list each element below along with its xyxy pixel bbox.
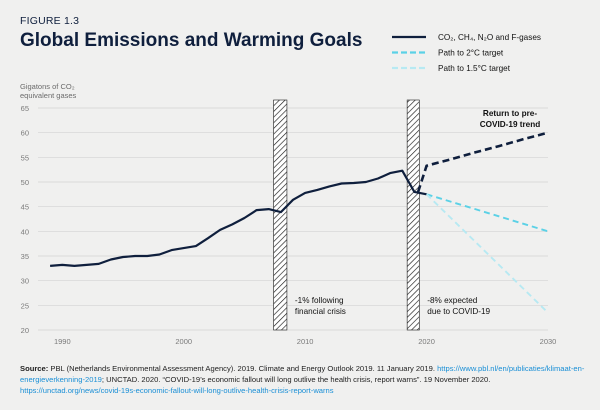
x-tick-label: 1990	[54, 337, 71, 346]
trend-annotation: COVID-19 trend	[480, 120, 541, 129]
source-link-2[interactable]: https://unctad.org/news/covid-19s-econom…	[20, 386, 334, 395]
source-note: Source: PBL (Netherlands Environmental A…	[20, 363, 585, 396]
y-axis-label-line-1: Gigatons of CO₂	[20, 82, 75, 91]
series-line	[426, 193, 549, 233]
figure-label: FIGURE 1.3	[20, 15, 80, 27]
period-annotation: due to COVID-19	[427, 307, 490, 316]
series-line	[50, 169, 427, 267]
x-tick-label: 2000	[175, 337, 192, 346]
y-tick-label: 45	[21, 203, 29, 212]
hatched-period	[273, 99, 288, 331]
period-annotation: financial crisis	[295, 307, 346, 316]
y-tick-label: 30	[21, 277, 29, 286]
source-text-2: ; UNCTAD. 2020. “COVID-19’s economic fal…	[101, 375, 491, 384]
legend-label: Path to 2°C target	[438, 49, 504, 58]
source-label: Source:	[20, 364, 49, 373]
y-tick-label: 65	[21, 104, 29, 113]
y-tick-label: 20	[21, 326, 29, 335]
period-annotation: -8% expected	[427, 296, 478, 305]
y-axis-label-line-2: equivalent gases	[20, 91, 77, 100]
period-annotation: -1% following	[295, 296, 344, 305]
x-tick-label: 2030	[540, 337, 557, 346]
chart-title: Global Emissions and Warming Goals	[20, 30, 363, 51]
emissions-chart: 20 25 30 35 40 45 50 55 60 65 1990 2000 2010 2020 2030…	[21, 33, 557, 346]
series-line	[425, 193, 549, 314]
y-axis-label: Gigatons of CO₂ equivalent gases	[20, 82, 100, 100]
y-tick-label: 55	[21, 153, 29, 162]
trend-annotation: Return to pre-	[483, 109, 537, 118]
x-tick-label: 2010	[297, 337, 314, 346]
y-tick-label: 35	[21, 252, 29, 261]
series-line	[416, 131, 549, 193]
y-tick-label: 40	[21, 227, 29, 236]
legend-label: CO₂, CH₄, N₂O and F-gases	[438, 33, 541, 42]
x-tick-label: 2020	[418, 337, 435, 346]
y-tick-label: 60	[21, 129, 29, 138]
source-text-1: PBL (Netherlands Environmental Assessmen…	[48, 364, 438, 373]
y-tick-label: 25	[21, 301, 29, 310]
hatched-period	[406, 99, 420, 331]
source-link-1[interactable]: https://www.pbl.nl/en/publicaties/klimaa…	[20, 364, 585, 384]
legend-label: Path to 1.5°C target	[438, 64, 511, 73]
y-tick-label: 50	[21, 178, 29, 187]
